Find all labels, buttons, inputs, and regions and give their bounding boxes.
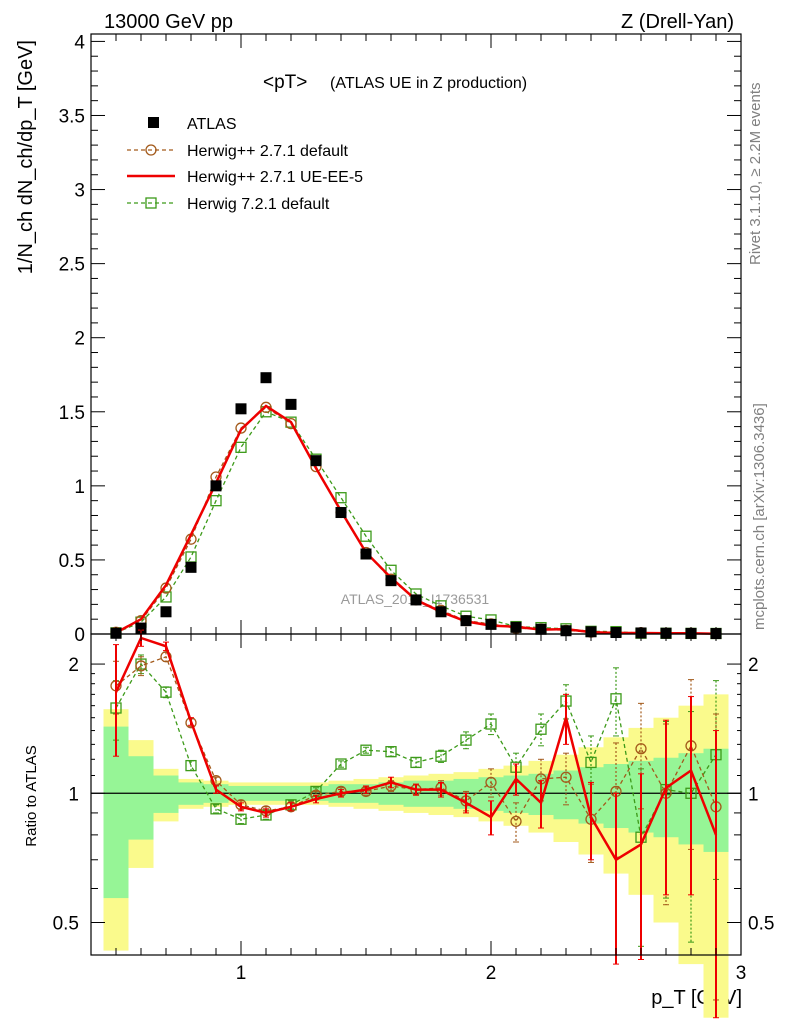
top-ytick-label: 2 (74, 329, 85, 350)
point-atlas (335, 507, 347, 519)
legend-entry-hw271: Herwig++ 2.7.1 default (127, 143, 349, 160)
top-ytick-label: 3 (74, 181, 85, 202)
ratio-ytick-label: 2 (68, 655, 79, 676)
x-tick-label: 2 (486, 963, 497, 984)
point-atlas (385, 575, 397, 587)
top-ytick-label: 1.5 (59, 403, 85, 424)
ratio-ytick-label-right: 2 (748, 655, 759, 676)
point-atlas (185, 561, 197, 573)
top-ytick-label: 0.5 (59, 551, 85, 572)
point-hw721 (235, 441, 247, 453)
point-atlas (260, 372, 272, 384)
ratio-point-hw271 (510, 815, 522, 828)
bottom-ylabel: Ratio to ATLAS (23, 745, 40, 846)
point-atlas (160, 606, 172, 618)
ratio-ytick-label: 0.5 (53, 913, 79, 934)
ratio-point-hw721 (535, 723, 547, 735)
ratio-point-hw721 (460, 734, 472, 746)
point-atlas (285, 398, 297, 410)
ratio-point-hw721 (485, 718, 497, 730)
legend-marker-atlas (148, 117, 159, 128)
x-tick-label: 1 (236, 963, 247, 984)
energy-label: 13000 GeV pp (104, 11, 233, 33)
ratio-point-hw721 (235, 813, 247, 825)
ratio-point-hw271 (160, 651, 172, 663)
ratio-point-hw721 (335, 758, 347, 770)
top-ytick-label: 1 (74, 477, 85, 498)
point-atlas (460, 615, 472, 627)
ratio-point-hw721 (410, 756, 422, 769)
rivet-label: Rivet 3.1.10, ≥ 2.2M events (747, 83, 764, 266)
point-atlas (435, 606, 447, 618)
point-hw271 (235, 422, 247, 434)
x-tick-label: 3 (736, 963, 747, 984)
ratio-point-hw721 (160, 686, 172, 698)
ratio-ytick-label: 1 (68, 784, 79, 805)
mcplots-label: mcplots.cern.ch [arXiv:1306.3436] (751, 403, 768, 630)
band-inner-bin (153, 775, 179, 813)
legend: ATLAS Herwig++ 2.7.1 default Herwig++ 2.… (127, 116, 363, 213)
ratio-ytick-label-right: 0.5 (748, 913, 774, 934)
ratio-point-hw271 (635, 743, 647, 755)
point-atlas (360, 548, 372, 560)
ratio-point-hw271 (560, 771, 572, 783)
legend-label-atlas: ATLAS (187, 116, 237, 133)
top-title: <pT> (ATLAS UE in Z production) (263, 72, 527, 93)
ratio-point-hw271 (485, 776, 497, 789)
point-atlas (310, 455, 322, 467)
top-ytick-label: 3.5 (59, 106, 85, 127)
series-line-hw721 (115, 411, 717, 635)
legend-label-ueee5: Herwig++ 2.7.1 UE-EE-5 (187, 169, 363, 186)
point-hw721 (160, 591, 172, 603)
process-label: Z (Drell-Yan) (621, 11, 734, 33)
legend-label-hw721: Herwig 7.2.1 default (187, 196, 330, 213)
top-ytick-label: 4 (74, 32, 85, 53)
ratio-point-hw721 (185, 759, 197, 772)
point-hw721 (335, 492, 347, 504)
axes: 0 0.5 1 1.5 2 2.5 3 3.5 4 1 2 3 0.5 0.5 1 1 2 2 (53, 32, 775, 984)
ratio-panel-series (110, 629, 722, 1019)
ratio-point-hw721 (360, 744, 372, 756)
title-sub: (ATLAS UE in Z production) (330, 75, 527, 92)
legend-label-hw271: Herwig++ 2.7.1 default (187, 143, 349, 160)
point-hw271 (285, 417, 297, 430)
point-atlas (210, 480, 222, 492)
point-atlas (235, 403, 247, 415)
point-atlas (410, 594, 422, 606)
top-ytick-label: 2.5 (59, 255, 85, 276)
ratio-point-hw721 (210, 803, 222, 815)
ratio-point-hw721 (610, 693, 622, 705)
ratio-point-hw271 (135, 660, 147, 672)
top-ytick-label: 0 (74, 625, 85, 646)
top-panel-series (110, 372, 722, 640)
ratio-ytick-label-right: 1 (748, 784, 759, 805)
legend-entry-atlas: ATLAS (148, 116, 237, 133)
title-main: <pT> (263, 72, 307, 93)
point-hw721 (185, 551, 197, 563)
legend-entry-ueee5: Herwig++ 2.7.1 UE-EE-5 (127, 169, 363, 186)
band-inner-bin (128, 756, 154, 840)
legend-marker-hw271 (145, 144, 157, 156)
point-hw721 (210, 495, 222, 507)
legend-marker-hw721 (145, 197, 157, 209)
ratio-point-hw721 (385, 746, 397, 758)
ratio-point-hw721 (585, 756, 597, 769)
legend-entry-hw721: Herwig 7.2.1 default (127, 196, 330, 213)
ratio-point-hw721 (435, 750, 447, 762)
point-hw721 (360, 530, 372, 542)
ratio-uncertainty-bands (91, 694, 741, 1018)
top-ylabel: 1/N_ch dN_ch/dp_T [GeV] (15, 40, 37, 274)
point-hw271 (260, 401, 272, 413)
